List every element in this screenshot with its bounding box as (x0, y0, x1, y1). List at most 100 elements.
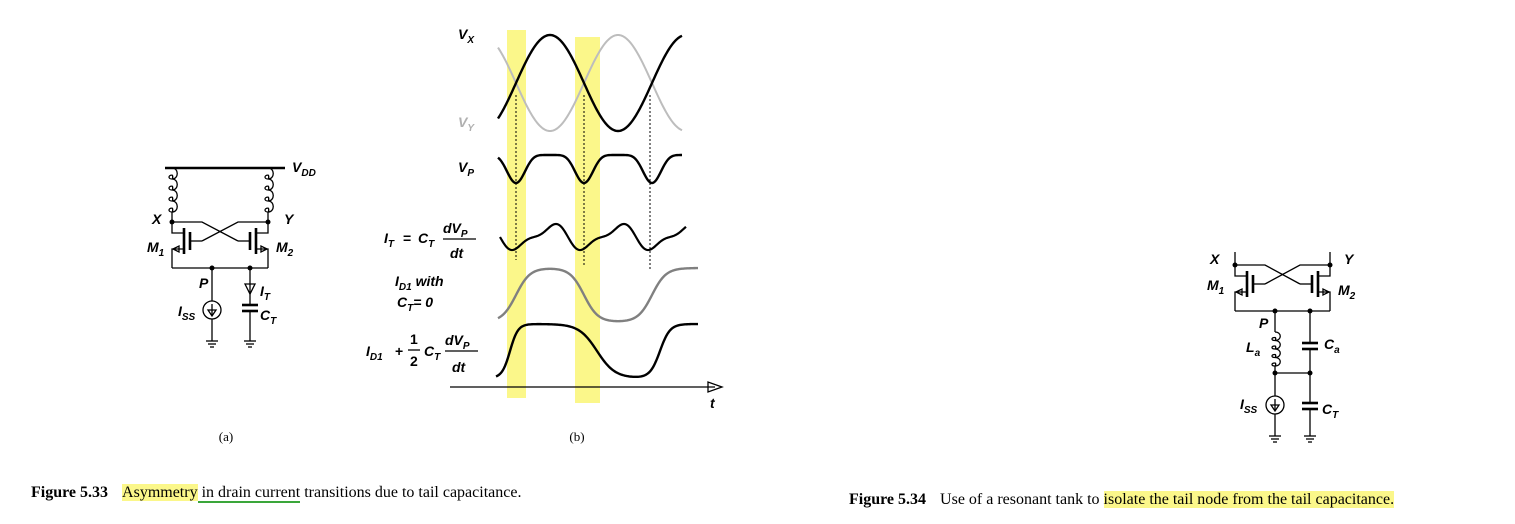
label-sub: 1 (159, 248, 165, 259)
label: CT (260, 307, 277, 327)
label: Y (284, 211, 295, 227)
caption-5-34: Figure 5.34 Use of a resonant tank to iso… (833, 473, 1395, 524)
wire (1264, 264, 1330, 285)
label-sub: T (434, 352, 441, 363)
label: X (151, 211, 163, 227)
wire (172, 221, 239, 242)
label-sub: T (428, 239, 435, 250)
label: M2 (1338, 282, 1356, 302)
label-base: L (1246, 339, 1255, 355)
label-base: I (260, 283, 265, 299)
label-sub: T (270, 316, 277, 327)
wire (171, 222, 184, 234)
waveform (496, 33, 683, 133)
label-sub: Y (467, 123, 475, 134)
label: M1 (147, 239, 165, 259)
label-base: V (458, 26, 469, 42)
wire (1234, 265, 1247, 277)
label-base: C (397, 294, 408, 310)
label: ISS (1240, 396, 1258, 416)
label-sub: SS (182, 312, 196, 323)
label-base: V (292, 159, 303, 175)
label: VDD (292, 159, 316, 179)
label: + (395, 343, 403, 359)
label: ID1 with (395, 273, 444, 293)
highlight (575, 37, 600, 403)
label-base: M (1207, 277, 1219, 293)
label-sub: P (467, 168, 474, 179)
caption-text: isolate the tail node from the tail capa… (1103, 491, 1395, 508)
label-sub: D1 (399, 282, 412, 293)
wire (1235, 264, 1301, 285)
label-sub: P (463, 341, 470, 352)
wire (171, 244, 180, 254)
label-base: dV (445, 332, 465, 348)
wire (1318, 265, 1331, 277)
label-sub: DD (301, 168, 315, 179)
label: dt (452, 359, 467, 375)
wire (1271, 331, 1281, 367)
label-base: C (418, 230, 429, 246)
label-base: I (366, 343, 371, 359)
label-sub: 1 (1219, 286, 1225, 297)
label: dt (450, 245, 465, 261)
wire (1322, 287, 1331, 297)
wire (201, 221, 268, 242)
label: CT (1322, 401, 1339, 421)
wire (168, 167, 178, 213)
caption-text: in drain current (197, 484, 301, 503)
label-sub: T (264, 292, 271, 303)
label: X (1209, 251, 1221, 267)
label-base: V (458, 159, 469, 175)
label-base: I (384, 230, 389, 246)
label-base: I (395, 273, 400, 289)
wire (206, 309, 218, 318)
label: IT (260, 283, 271, 303)
label: VY (458, 114, 475, 134)
label-base: M (147, 239, 159, 255)
caption-5-33: Figure 5.33 Asymmetry in drain current tr… (15, 466, 521, 520)
label-tail: with (412, 273, 444, 289)
label-base: M (1338, 282, 1350, 298)
label: ISS (178, 303, 196, 323)
label-sub: 2 (287, 248, 294, 259)
label: CT (424, 343, 441, 363)
waveform (497, 33, 683, 133)
label: 1 (410, 331, 418, 347)
wire (243, 283, 257, 296)
label: P (199, 275, 209, 291)
label: t (710, 395, 716, 411)
label: dVP (445, 332, 470, 352)
label: = (403, 230, 411, 246)
label-base: C (1322, 401, 1333, 417)
caption-text: transitions due to tail capacitance. (300, 484, 522, 501)
waveform (497, 266, 699, 323)
label-sub: 2 (1349, 291, 1356, 302)
waveform (497, 153, 682, 185)
label: 2 (410, 353, 418, 369)
label-base: C (260, 307, 271, 323)
label: VX (458, 26, 475, 46)
caption-text: Asymmetry (122, 484, 198, 501)
wire (264, 167, 274, 213)
waveform (499, 222, 687, 252)
label: ID1 (366, 343, 383, 363)
label: Y (1344, 251, 1355, 267)
caption-text: Use of a resonant tank to (940, 491, 1104, 508)
label-sub: SS (1244, 405, 1258, 416)
label: IT (384, 230, 395, 250)
wire (1269, 404, 1281, 413)
label-sub: T (407, 303, 414, 314)
label: La (1246, 339, 1261, 359)
wire (1234, 287, 1243, 297)
wire (707, 381, 724, 393)
label: Ca (1324, 336, 1340, 356)
panel-label: (a) (219, 429, 233, 444)
highlight (507, 30, 526, 398)
figure-label: Figure 5.34 (849, 491, 927, 508)
label: CT= 0 (397, 294, 433, 314)
label-base: C (1324, 336, 1335, 352)
label-base: I (1240, 396, 1245, 412)
label-tail: = 0 (413, 294, 433, 310)
